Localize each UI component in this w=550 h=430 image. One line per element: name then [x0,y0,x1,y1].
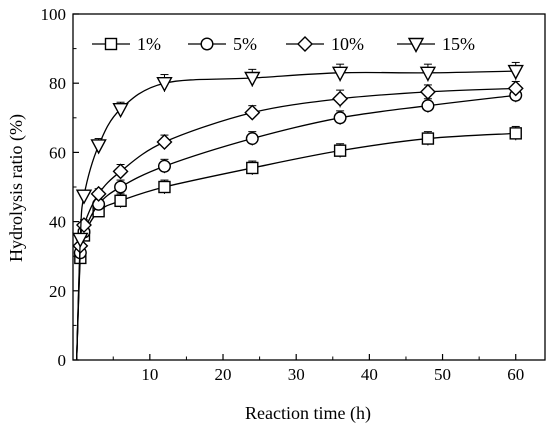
legend-marker [297,36,313,52]
legend: 1% 5% 10% 15% [92,34,475,54]
data-point [332,90,349,107]
y-tick-label: 100 [41,5,67,24]
y-tick-label: 20 [49,282,66,301]
data-point [157,159,171,173]
series-2 [73,87,523,361]
x-tick-label: 50 [434,365,451,384]
x-tick-label: 20 [215,365,232,384]
data-point [246,161,259,175]
data-point [419,83,436,100]
series-line [76,70,516,361]
series-line [76,87,516,361]
data-point [114,194,127,208]
legend-label: 15% [442,34,475,54]
data-point [90,139,107,155]
data-point [114,180,128,194]
data-point [244,71,261,87]
legend-marker [200,37,214,51]
data-point [507,80,524,97]
data-point [245,132,259,146]
data-point [419,66,437,82]
legend-marker [407,37,425,53]
legend-marker [104,37,118,51]
data-point [75,189,93,205]
data-point [112,102,129,119]
y-tick-label: 60 [49,143,66,162]
data-point [72,232,89,248]
data-point [507,64,524,81]
series-layer [72,61,524,361]
y-tick-label: 0 [58,351,67,370]
data-point [156,134,173,151]
data-point [156,76,173,93]
data-point [421,132,435,145]
x-tick-label: 60 [507,365,524,384]
series-line [76,94,516,361]
x-tick-label: 30 [288,365,305,384]
data-point [244,104,261,121]
x-tick-label: 10 [141,365,158,384]
data-point [421,99,435,113]
legend-label: 10% [331,34,364,54]
axes: 0 20 40 60 80 100 10 20 30 40 50 60 [41,5,546,384]
series-3 [72,80,524,361]
y-axis-title: Hydrolysis ratio (%) [6,114,27,262]
data-point [333,111,347,125]
data-point [112,163,129,180]
data-point [331,66,349,82]
data-point [90,185,107,202]
legend-label: 1% [137,34,161,54]
x-axis-title: Reaction time (h) [245,403,371,424]
data-point [158,180,171,194]
series-line [76,132,516,361]
data-point [509,127,522,140]
y-tick-label: 80 [49,74,66,93]
x-tick-label: 40 [361,365,378,384]
data-point [333,144,347,157]
series-4 [72,61,524,361]
legend-label: 5% [233,34,257,54]
series-1 [74,125,522,361]
plot-frame [72,13,546,361]
y-tick-label: 40 [49,213,66,232]
